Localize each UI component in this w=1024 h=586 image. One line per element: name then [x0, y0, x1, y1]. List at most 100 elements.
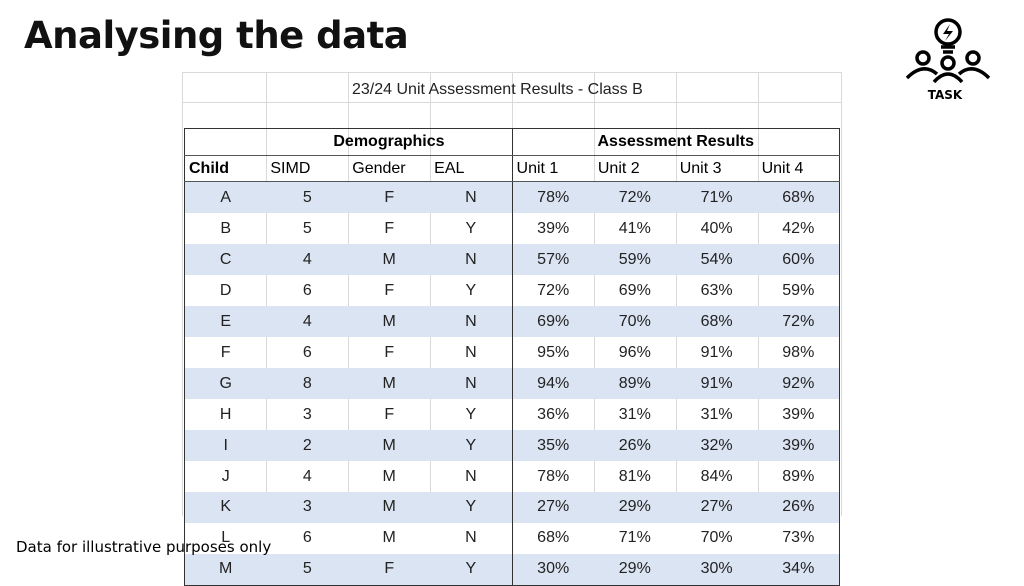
table-cell: M [348, 368, 431, 400]
table-cell: 92% [757, 368, 840, 400]
table-cell: 78% [511, 181, 594, 214]
table-cell: 78% [511, 461, 594, 492]
table-cell: 72% [593, 181, 676, 214]
column-header: Unit 4 [757, 155, 840, 183]
table-cell: M [382, 529, 396, 547]
table-cell: 59% [593, 244, 676, 276]
table-cell: 57% [511, 244, 594, 276]
table-cell: 4 [302, 467, 312, 485]
table-cell: 27% [675, 492, 758, 523]
table-cell: Y [430, 553, 513, 586]
table-cell: 41% [618, 219, 651, 237]
table-cell: 39% [511, 213, 594, 245]
table-cell: 30% [511, 553, 594, 586]
table-cell: 40% [700, 219, 733, 237]
table-row: G 8 M N 94% 89% 91% 92% [184, 368, 840, 400]
table-cell: 5 [302, 219, 312, 237]
table-cell: 72% [757, 306, 840, 338]
table-cell: Y [465, 281, 477, 299]
table-cell: M [382, 467, 396, 485]
table-row: C 4 M N 57% 59% 54% 60% [184, 244, 840, 276]
group-header-demographics: Demographics [266, 128, 513, 156]
table-cell: E [184, 306, 267, 338]
table-cell: 70% [700, 529, 733, 547]
table-cell: 95% [511, 337, 594, 369]
table-cell: 26% [593, 430, 676, 462]
table-cell: 29% [593, 553, 676, 586]
table-cell: 69% [511, 306, 594, 338]
page-title: Analysing the data [24, 14, 409, 57]
table-cell: 91% [700, 343, 733, 361]
table-cell: 6 [302, 529, 312, 547]
table-cell: 3 [266, 492, 349, 523]
table-cell: 4 [266, 244, 349, 276]
table-cell: B [220, 219, 232, 237]
table-cell: 27% [511, 492, 594, 523]
table-cell: N [465, 467, 477, 485]
table-cell: 63% [700, 281, 733, 299]
table-cell: 84% [700, 467, 733, 485]
table-cell: F [348, 553, 431, 586]
table-row: J 4 M N 78% 81% 84% 89% [185, 461, 840, 492]
table-cell: 35% [511, 430, 594, 462]
table-cell: 71% [675, 181, 758, 214]
table-row: F 6 F N 95% 96% 91% 98% [185, 337, 840, 369]
table-cell: C [184, 244, 267, 276]
table-cell: 69% [618, 281, 651, 299]
table-cell: M [348, 306, 431, 338]
table-cell: 71% [618, 529, 651, 547]
table-cell: 26% [757, 492, 840, 523]
column-header: Unit 3 [675, 155, 758, 183]
table-cell: 31% [618, 405, 651, 423]
table-row: H 3 F Y 36% 31% 31% 39% [185, 399, 840, 431]
table-row: D 6 F Y 72% 69% 63% 59% [185, 275, 840, 307]
table-cell: M [348, 492, 431, 523]
table-cell: 89% [593, 368, 676, 400]
table-cell: 6 [302, 281, 312, 299]
table-cell: M [348, 430, 431, 462]
table-cell: F [384, 343, 395, 361]
table-cell: 70% [593, 306, 676, 338]
table-cell: 68% [511, 522, 594, 554]
table-cell: M [348, 244, 431, 276]
footnote: Data for illustrative purposes only [16, 538, 272, 556]
table-cell: A [184, 181, 267, 214]
table-cell: Y [430, 430, 513, 462]
table-cell: 59% [782, 281, 815, 299]
column-header: EAL [430, 155, 513, 183]
table-cell: 98% [782, 343, 815, 361]
table-cell: 42% [782, 219, 815, 237]
table-cell: 96% [618, 343, 651, 361]
table-cell: 31% [700, 405, 733, 423]
column-header: Unit 2 [593, 155, 676, 183]
table-cell: Y [465, 219, 477, 237]
table-cell: 32% [675, 430, 758, 462]
spreadsheet: 23/24 Unit Assessment Results - Class B … [182, 72, 842, 586]
table-cell: 60% [757, 244, 840, 276]
table-row: B 5 F Y 39% 41% 40% 42% [185, 213, 840, 245]
table-cell: H [219, 405, 232, 423]
table-cell: F [384, 281, 395, 299]
table-cell: 6 [302, 343, 312, 361]
table-cell: G [184, 368, 267, 400]
table-cell: 29% [593, 492, 676, 523]
table-cell: Y [430, 492, 513, 523]
table-cell: N [430, 244, 513, 276]
table-cell: 3 [302, 405, 312, 423]
table-row: K 3 M Y 27% 29% 27% 26% [184, 492, 840, 523]
table-cell: 68% [757, 181, 840, 214]
table-cell: N [430, 368, 513, 400]
table-cell: F [384, 405, 395, 423]
table-row: L 6 M N 68% 71% 70% 73% [185, 522, 840, 554]
table-cell: K [184, 492, 267, 523]
table-cell: 34% [757, 553, 840, 586]
table-cell: 30% [675, 553, 758, 586]
table-row: A 5 F N 78% 72% 71% 68% [184, 181, 840, 214]
table-cell: 68% [675, 306, 758, 338]
table-cell: L [221, 529, 231, 547]
column-header: Child [184, 155, 267, 183]
table-cell: 39% [782, 405, 815, 423]
group-spacer [184, 128, 267, 156]
table-cell: N [465, 343, 477, 361]
table-cell: 73% [782, 529, 815, 547]
